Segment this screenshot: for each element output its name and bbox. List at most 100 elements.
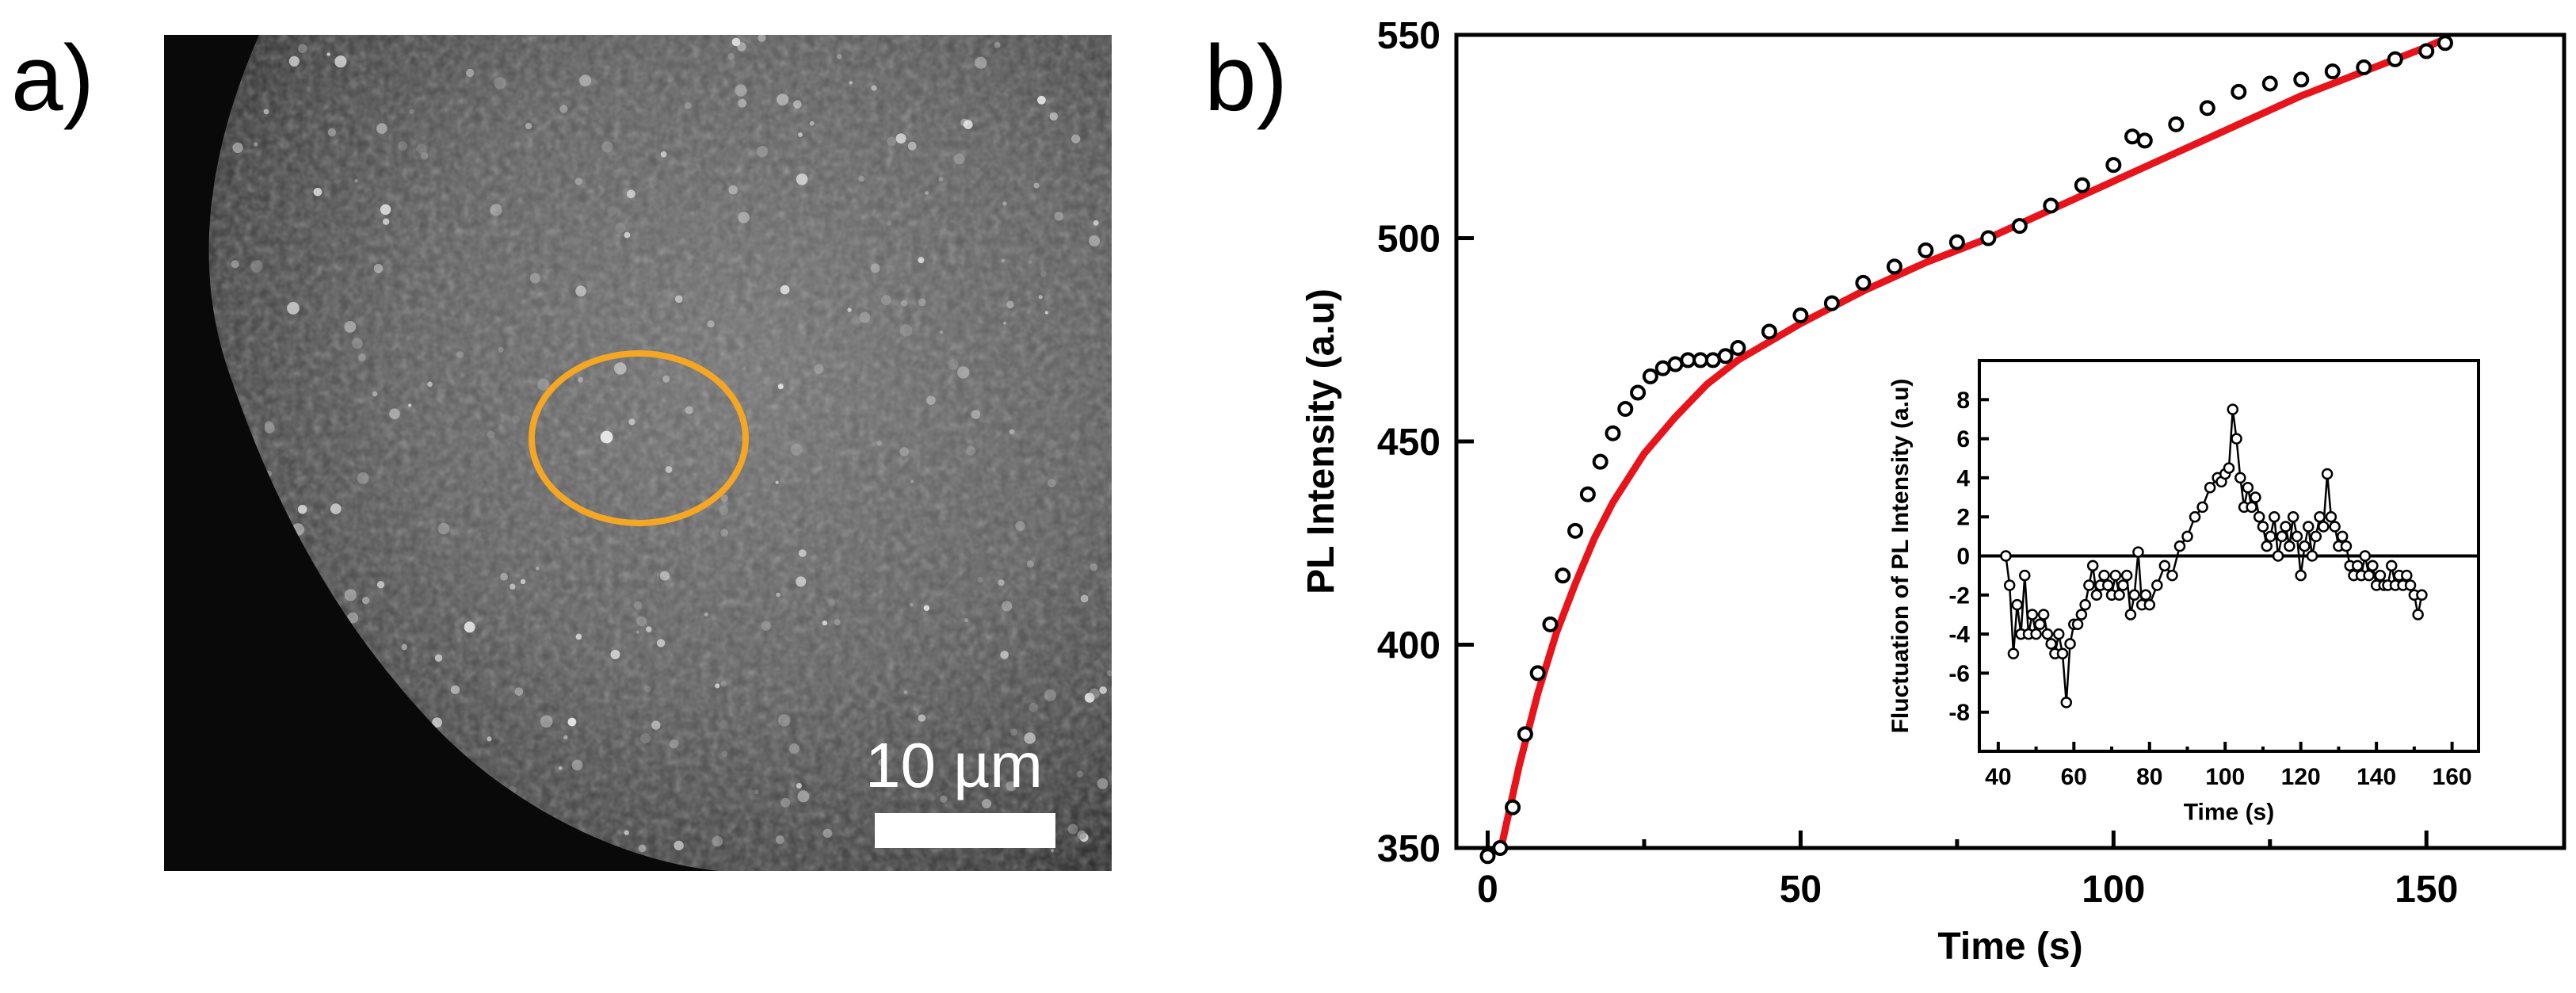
speckle [900,300,908,307]
speckle [288,55,300,67]
fluctuation-point [2139,589,2152,602]
speckle [430,789,442,801]
speckle [551,820,562,831]
speckle [487,736,492,742]
speckle [1077,830,1087,840]
speckle [966,445,976,456]
speckle [263,109,269,115]
speckle [498,346,504,353]
speckle [907,141,917,151]
speckle [373,264,384,273]
fluctuation-point [2310,530,2322,543]
speckle [174,835,177,839]
inset-y-tick-label: 4 [1956,465,1970,491]
data-point [2124,128,2141,145]
speckle [712,835,723,847]
speckle [662,375,670,383]
data-point [1542,616,1559,632]
data-point [1617,400,1634,417]
fluctuation-point [2325,510,2337,523]
speckle [514,687,524,696]
fluctuation-point [2019,569,2031,582]
speckle [1044,311,1049,315]
fluctuation-point [2352,560,2364,572]
speckle [720,529,729,537]
speckle [383,704,391,712]
data-point [2168,116,2185,132]
speckle [615,222,626,233]
speckle [1076,770,1084,777]
fluctuation-point [2318,521,2330,533]
speckle [788,743,800,754]
data-point [2043,197,2059,214]
fluctuation-point [2124,609,2137,621]
speckle [849,81,853,85]
speckle [1049,112,1059,121]
fluctuation-point [2075,609,2088,621]
speckle [756,146,769,158]
speckle [814,364,824,374]
speckle [971,410,981,419]
fluctuation-point [2037,609,2050,621]
speckle [254,142,258,147]
speckle [563,735,568,740]
speckle [870,263,880,273]
fluctuation-point [2280,521,2292,533]
speckle [1084,693,1095,703]
speckle [685,406,693,414]
main-x-tick-label: 150 [2395,869,2458,911]
speckle [938,177,944,182]
main-frame [1454,32,2566,850]
speckle [1006,300,1014,309]
speckle [796,173,808,185]
speckle [738,98,746,108]
speckle [659,571,670,581]
speckle [456,351,464,358]
speckle [998,579,1005,586]
speckle [614,362,627,375]
speckle [640,733,651,743]
speckle [719,505,729,515]
fluctuation-point [2090,589,2103,602]
speckle [208,534,216,542]
speckle [674,840,684,851]
fluctuation-point [2374,569,2387,582]
fluctuation-point [2401,569,2413,582]
main-x-tick-label: 50 [1780,869,1822,911]
speckle [264,421,274,430]
speckle [1033,182,1040,189]
speckle [232,142,243,154]
speckle [330,503,342,514]
speckle [1050,849,1055,853]
speckle [1006,781,1017,792]
speckle [379,744,383,748]
speckle [644,686,651,693]
speckle [636,616,647,627]
speckle [847,307,852,312]
speckle [296,726,302,731]
speckle [720,495,728,502]
speckle [707,320,715,328]
fluctuation-point [2359,550,2372,562]
speckle [793,100,802,109]
fluctuation-point [2314,510,2326,523]
speckle [376,581,385,589]
speckle [790,443,803,456]
speckle [164,114,174,127]
fluctuation-point [2098,569,2110,582]
speckle [354,178,358,183]
speckle [575,285,586,297]
speckle [670,739,679,749]
speckle [878,758,885,766]
speckle [1001,258,1006,263]
data-point [2356,59,2372,76]
speckle [444,783,450,789]
inset-y-axis-label: Fluctuation of PL Intensity (a.u) [1887,379,1914,734]
main-x-axis-label: Time (s) [1937,926,2082,968]
fluctuation-point [2045,638,2057,650]
speckle [376,123,387,134]
speckle [577,376,584,383]
speckle [721,750,728,757]
speckle [537,378,550,391]
speckle [780,285,790,295]
